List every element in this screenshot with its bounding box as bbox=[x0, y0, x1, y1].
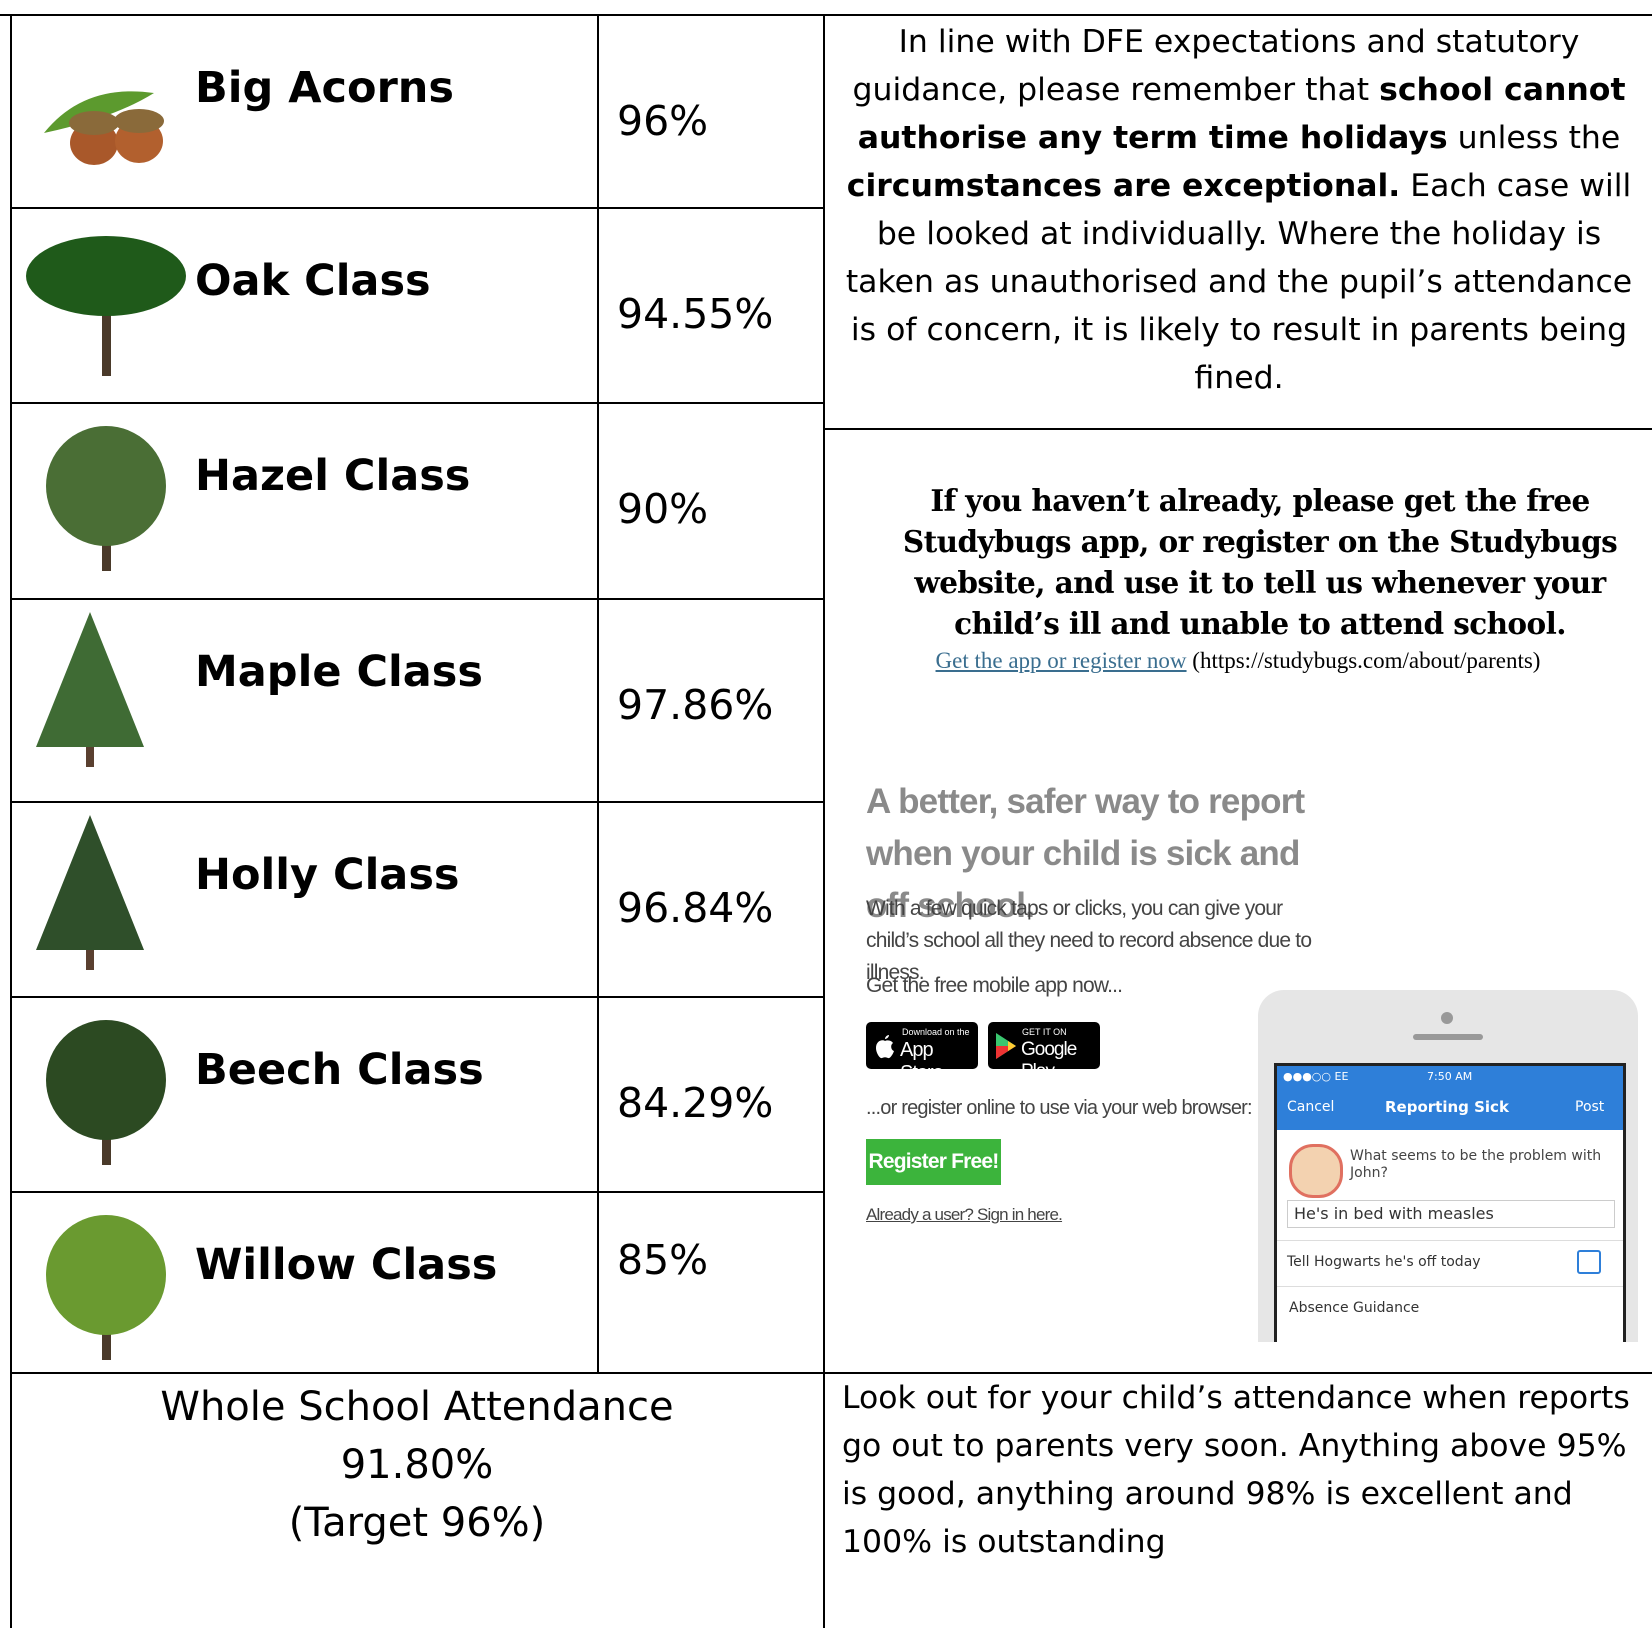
border bbox=[823, 14, 825, 1628]
tree-shape bbox=[36, 815, 144, 950]
sign-in-link[interactable]: Already a user? Sign in here. bbox=[866, 1205, 1062, 1225]
answer-input[interactable]: He's in bed with measles bbox=[1287, 1200, 1615, 1228]
row-line bbox=[10, 207, 824, 209]
class-icon bbox=[24, 607, 194, 777]
class-attendance: 94.55% bbox=[617, 290, 773, 338]
ad-get-app: Get the free mobile app now... bbox=[866, 974, 1122, 998]
reports-note: Look out for your child’s attendance whe… bbox=[842, 1374, 1642, 1566]
badge-label: App Store bbox=[900, 1039, 978, 1085]
phone-camera bbox=[1441, 1012, 1453, 1024]
badge-label: Google Play bbox=[1021, 1039, 1100, 1083]
border bbox=[0, 14, 1652, 16]
row-line bbox=[10, 402, 824, 404]
class-attendance: 84.29% bbox=[617, 1079, 773, 1127]
apple-icon bbox=[874, 1032, 896, 1060]
ad-register-online: ...or register online to use via your we… bbox=[866, 1097, 1252, 1120]
tree-shape bbox=[46, 426, 166, 546]
phone-screen: ●●●○○ EE 7:50 AM Cancel Reporting Sick P… bbox=[1274, 1063, 1626, 1342]
class-name: Willow Class bbox=[195, 1240, 497, 1290]
carrier: ●●●○○ EE bbox=[1283, 1070, 1348, 1083]
class-name: Holly Class bbox=[195, 850, 460, 900]
screen-title: Reporting Sick bbox=[1385, 1098, 1509, 1116]
studybugs-message: If you haven’t already, please get the f… bbox=[870, 480, 1650, 644]
google-play-badge[interactable]: GET IT ON Google Play bbox=[988, 1022, 1100, 1069]
app-store-badge[interactable]: Download on the App Store bbox=[866, 1022, 978, 1069]
notify-option[interactable]: Tell Hogwarts he's off today bbox=[1287, 1254, 1481, 1270]
page: Big Acorns 96% Oak Class 94.55% Hazel Class 9… bbox=[0, 0, 1652, 1628]
whole-school-label: Whole School Attendance bbox=[11, 1378, 823, 1436]
text: unless the bbox=[1448, 120, 1621, 156]
class-icon bbox=[24, 810, 194, 980]
tree-shape bbox=[102, 306, 111, 376]
class-icon bbox=[24, 411, 194, 581]
avatar bbox=[1289, 1144, 1343, 1198]
play-icon bbox=[994, 1032, 1018, 1060]
class-name: Hazel Class bbox=[195, 451, 470, 501]
class-attendance: 85% bbox=[617, 1236, 708, 1284]
whole-school-target: (Target 96%) bbox=[11, 1494, 823, 1552]
border bbox=[823, 428, 1652, 430]
tree-shape bbox=[69, 111, 119, 135]
tree-shape bbox=[36, 612, 144, 747]
whole-school: Whole School Attendance 91.80% (Target 9… bbox=[11, 1378, 823, 1552]
tree-shape bbox=[26, 236, 186, 316]
tree-shape bbox=[46, 1020, 166, 1140]
tree-shape bbox=[46, 1215, 166, 1335]
checkbox[interactable] bbox=[1577, 1250, 1601, 1274]
guidance-option[interactable]: Absence Guidance bbox=[1289, 1300, 1419, 1316]
phone: ●●●○○ EE 7:50 AM Cancel Reporting Sick P… bbox=[1258, 990, 1638, 1342]
whole-school-value: 91.80% bbox=[11, 1436, 823, 1494]
link-url: (https://studybugs.com/about/parents) bbox=[1192, 648, 1540, 673]
class-icon bbox=[24, 1200, 194, 1370]
row-line bbox=[10, 598, 824, 600]
register-button[interactable]: Register Free! bbox=[866, 1139, 1001, 1185]
row-line bbox=[10, 1191, 824, 1193]
class-name: Maple Class bbox=[195, 647, 483, 697]
post[interactable]: Post bbox=[1575, 1099, 1604, 1115]
tree-shape bbox=[114, 109, 164, 133]
class-name: Oak Class bbox=[195, 256, 431, 306]
studybugs-link[interactable]: Get the app or register now bbox=[936, 648, 1187, 673]
clock: 7:50 AM bbox=[1427, 1070, 1472, 1083]
bold-text: circumstances are exceptional. bbox=[847, 168, 1401, 204]
class-attendance: 96.84% bbox=[617, 884, 773, 932]
class-attendance: 90% bbox=[617, 485, 708, 533]
class-name: Big Acorns bbox=[195, 63, 454, 113]
class-icon bbox=[24, 1005, 194, 1175]
row-line bbox=[10, 801, 824, 803]
badge-small: Download on the bbox=[902, 1027, 970, 1037]
badge-small: GET IT ON bbox=[1022, 1027, 1067, 1037]
phone-speaker bbox=[1413, 1034, 1483, 1040]
class-attendance: 96% bbox=[617, 97, 708, 145]
cancel[interactable]: Cancel bbox=[1287, 1099, 1334, 1115]
border bbox=[597, 14, 599, 1373]
class-attendance: 97.86% bbox=[617, 681, 773, 729]
question: What seems to be the problem with John? bbox=[1350, 1148, 1610, 1182]
class-icon bbox=[24, 23, 194, 193]
class-name: Beech Class bbox=[195, 1045, 484, 1095]
studybugs-link-line: Get the app or register now (https://stu… bbox=[826, 648, 1650, 674]
holiday-notice: In line with DFE expectations and statut… bbox=[830, 18, 1648, 402]
class-icon bbox=[24, 216, 194, 386]
divider bbox=[1277, 1286, 1623, 1287]
divider bbox=[1277, 1240, 1623, 1241]
row-line bbox=[10, 996, 824, 998]
